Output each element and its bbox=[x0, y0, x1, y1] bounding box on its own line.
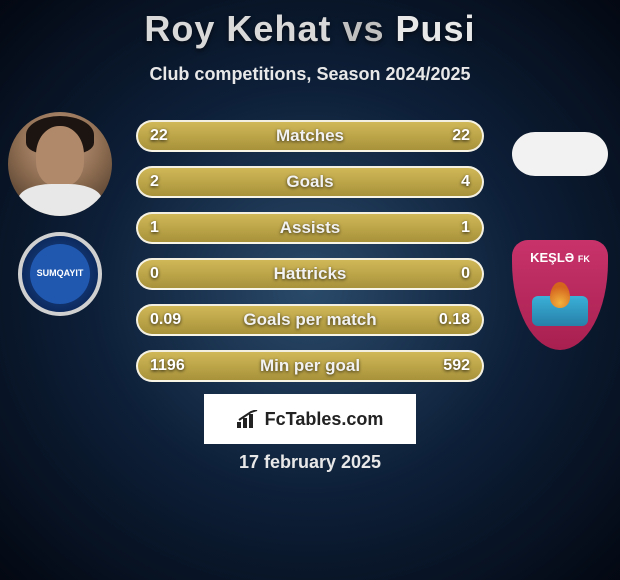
stat-label: Hattricks bbox=[274, 264, 347, 284]
club-right-name: KEŞLƏ FK bbox=[512, 240, 608, 265]
stat-row: 1196 Min per goal 592 bbox=[136, 350, 484, 382]
stat-value-left: 2 bbox=[150, 168, 159, 196]
stat-value-left: 0.09 bbox=[150, 306, 181, 334]
avatar-face bbox=[36, 126, 84, 186]
stat-value-left: 1 bbox=[150, 214, 159, 242]
stat-row: 2 Goals 4 bbox=[136, 166, 484, 198]
player1-avatar bbox=[8, 112, 112, 216]
stat-value-left: 0 bbox=[150, 260, 159, 288]
left-column: SUMQAYIT bbox=[0, 112, 120, 392]
right-column: KEŞLƏ FK bbox=[500, 112, 620, 392]
stat-row: 22 Matches 22 bbox=[136, 120, 484, 152]
stat-value-right: 1 bbox=[461, 214, 470, 242]
player2-club-badge: KEŞLƏ FK bbox=[512, 240, 608, 350]
stat-value-left: 1196 bbox=[150, 352, 185, 380]
club-left-name: SUMQAYIT bbox=[37, 269, 84, 279]
comparison-title: Roy Kehat vs Pusi bbox=[0, 0, 620, 50]
vs-label: vs bbox=[342, 8, 384, 49]
stat-value-left: 22 bbox=[150, 122, 168, 150]
stat-label: Min per goal bbox=[260, 356, 360, 376]
brand-suffix: Tables.com bbox=[286, 409, 384, 430]
stat-row: 0 Hattricks 0 bbox=[136, 258, 484, 290]
club-left-inner: SUMQAYIT bbox=[30, 244, 90, 304]
club-right-flame-icon bbox=[550, 282, 570, 308]
stat-value-right: 4 bbox=[461, 168, 470, 196]
stat-label: Matches bbox=[276, 126, 344, 146]
season-subtitle: Club competitions, Season 2024/2025 bbox=[0, 64, 620, 85]
stat-value-right: 592 bbox=[443, 352, 470, 380]
stat-label: Goals per match bbox=[243, 310, 376, 330]
stat-row: 0.09 Goals per match 0.18 bbox=[136, 304, 484, 336]
player1-club-badge: SUMQAYIT bbox=[18, 232, 102, 316]
player1-name: Roy Kehat bbox=[144, 8, 331, 49]
stat-value-right: 0 bbox=[461, 260, 470, 288]
stat-label: Assists bbox=[280, 218, 340, 238]
avatar-shirt bbox=[18, 184, 102, 216]
stat-bars: 22 Matches 22 2 Goals 4 1 Assists 1 0 Ha… bbox=[136, 120, 484, 396]
stat-row: 1 Assists 1 bbox=[136, 212, 484, 244]
snapshot-date: 17 february 2025 bbox=[0, 452, 620, 473]
stat-value-right: 22 bbox=[452, 122, 470, 150]
brand-prefix: Fc bbox=[265, 409, 286, 430]
stat-value-right: 0.18 bbox=[439, 306, 470, 334]
player2-name: Pusi bbox=[396, 8, 476, 49]
chart-icon bbox=[237, 410, 259, 428]
footer-brand-badge[interactable]: FcTables.com bbox=[204, 394, 416, 444]
stat-label: Goals bbox=[286, 172, 333, 192]
player2-avatar bbox=[512, 132, 608, 176]
